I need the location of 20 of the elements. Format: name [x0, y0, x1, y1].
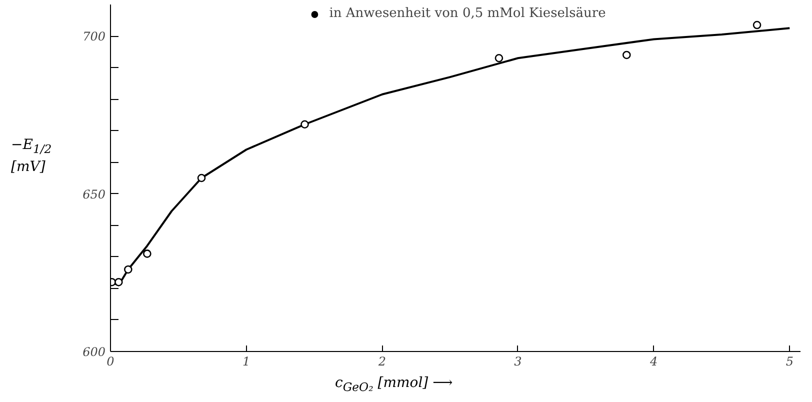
- y-tick-label: 600: [82, 345, 106, 359]
- point: [143, 250, 152, 258]
- point: [752, 20, 762, 30]
- x-tick-label: 3: [514, 354, 522, 368]
- legend-label: in Anwesenheit von 0,5 mMol Kieselsäure: [329, 6, 606, 21]
- y-axis-title: −E$_{1/2}$ [mV]: [11, 136, 52, 178]
- x-tick-label: 4: [648, 354, 658, 368]
- x-axis-title: c$_{GeO₂}$ [mmol] ⟶: [335, 374, 453, 396]
- y-tick-label: 650: [82, 187, 106, 202]
- point: [494, 54, 504, 62]
- x-tick-label: 2: [377, 354, 386, 368]
- point: [124, 265, 132, 274]
- point: [197, 174, 206, 182]
- point: [114, 278, 123, 286]
- x-tick-label: 1: [242, 354, 250, 368]
- x-tick-label: 0: [106, 354, 115, 368]
- point: [622, 50, 631, 60]
- y-tick-label: 700: [82, 30, 106, 44]
- point: [300, 120, 309, 129]
- x-tick-label: 5: [786, 354, 794, 368]
